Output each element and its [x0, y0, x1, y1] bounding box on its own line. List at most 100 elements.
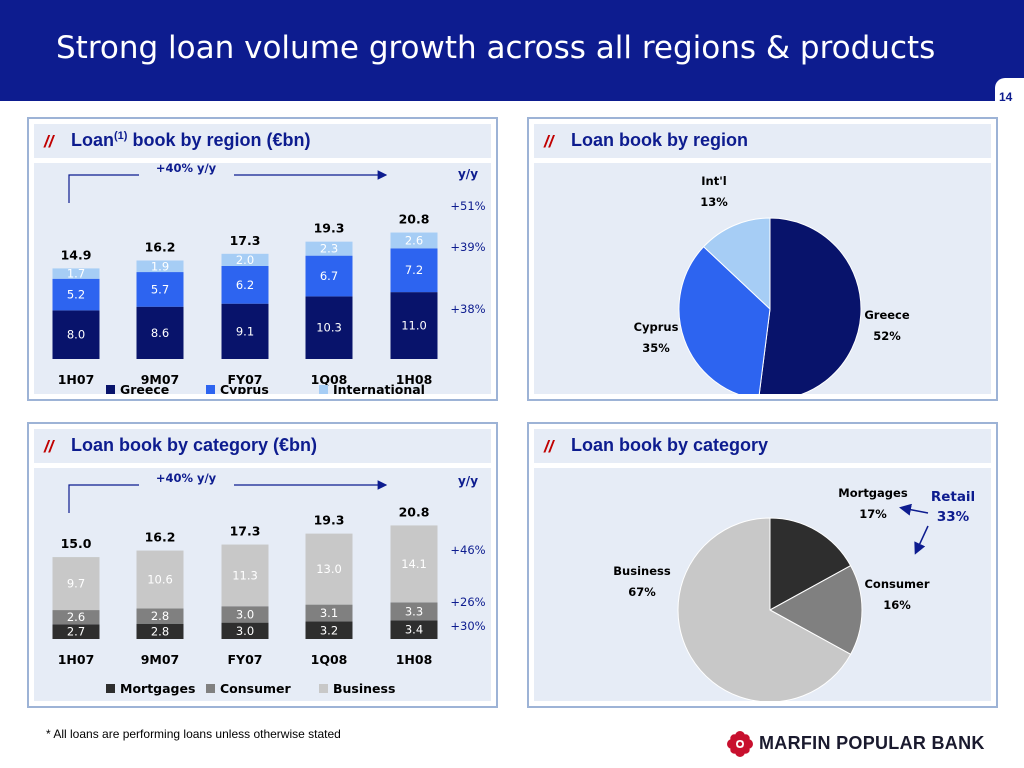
bar-segment-cyprus	[52, 278, 100, 311]
bar-value-label: 1.9	[151, 259, 169, 273]
growth-note: +40% y/y	[156, 163, 217, 175]
bar-segment-international	[390, 232, 438, 249]
page-number-tab: 14	[995, 78, 1024, 118]
bar-segment-mortgages	[221, 622, 269, 639]
pie-slice-name: Business	[613, 564, 671, 578]
page-number: 14	[999, 90, 1013, 104]
bar-segment-business	[52, 557, 100, 611]
bar-value-label: 10.6	[147, 572, 173, 586]
bar-total-label: 16.2	[145, 530, 176, 545]
panel-header: // Loan book by category	[534, 429, 991, 463]
pie-slice-business	[677, 517, 852, 703]
panel-header: // Loan book by region	[534, 124, 991, 158]
pie-slice-name: Cyprus	[634, 320, 679, 334]
retail-arrow-up	[899, 503, 929, 516]
yy-header: y/y	[458, 167, 478, 181]
legend-swatch	[319, 385, 328, 394]
region-pie-chart: Greece 52% Cyprus 35% Int'l 13%	[634, 174, 910, 401]
legend-swatch	[206, 684, 215, 693]
growth-note: +40% y/y	[156, 471, 217, 485]
panel-title: Loan book by region	[571, 130, 749, 150]
bar-value-label: 9.1	[236, 324, 254, 338]
bar-value-label: 2.6	[405, 233, 423, 247]
bar-segment-cyprus	[221, 265, 269, 304]
bar-value-label: 5.7	[151, 282, 169, 296]
bar-value-label: 11.0	[401, 319, 427, 333]
bar-value-label: 2.8	[151, 624, 169, 638]
x-tick-label: 1H07	[58, 652, 95, 667]
panel-slash: //	[44, 437, 54, 456]
bar-segment-cyprus	[390, 248, 438, 293]
panel-body: 8.0 5.2 1.7 14.9 1H07 8.6 5.7 1.9 16.2 9M07 9.1 6.2…	[34, 161, 491, 397]
yy-growth-label: +51%	[450, 199, 485, 213]
category-bar-chart: 2.72.6 9.7 15.0 1H07 2.82.8 10.6 16.2 9M07 3.0 3.…	[52, 471, 486, 696]
legend-label: Cyprus	[220, 382, 269, 394]
pie-slice-percent: 16%	[883, 598, 911, 612]
bar-value-label: 5.2	[67, 288, 85, 302]
pie-slice-percent: 13%	[700, 195, 728, 209]
bar-value-label: 8.6	[151, 326, 169, 340]
retail-annotation-label: Retail	[931, 489, 975, 505]
x-tick-label: 1H08	[396, 652, 433, 667]
region-bar-chart: 8.0 5.2 1.7 14.9 1H07 8.6 5.7 1.9 16.2 9M07 9.1 6.2…	[52, 161, 486, 397]
x-tick-label: FY07	[228, 372, 263, 387]
pie-slice-percent: 67%	[628, 585, 656, 599]
yy-growth-label: +46%	[450, 543, 485, 557]
bar-segment-cyprus	[305, 255, 353, 297]
bar-value-label: 8.0	[67, 328, 85, 342]
panel-loan-by-category-pie: // Loan book by category Mortgages 17% Con…	[527, 422, 998, 708]
bar-value-label: 13.0	[316, 562, 342, 576]
pie-slice-cyprus	[678, 245, 771, 400]
legend-swatch	[106, 684, 115, 693]
bar-segment-business	[390, 525, 438, 603]
bar-segment-consumer	[52, 610, 100, 625]
pie-slice-consumer	[768, 564, 863, 656]
pie-slice-greece	[758, 217, 862, 401]
legend-label: Business	[333, 681, 395, 696]
bar-value-label: 3.4	[405, 623, 423, 637]
panel-title: Loan book by category	[571, 435, 769, 455]
header-bar: Strong loan volume growth across all reg…	[0, 0, 1024, 101]
bar-segment-consumer	[136, 608, 184, 624]
pie-slice-mortgages	[769, 517, 852, 611]
bar-segment-greece	[221, 303, 269, 359]
x-tick-label: FY07	[228, 652, 263, 667]
pie-slice-name: Greece	[864, 308, 910, 322]
pie-slice-percent: 35%	[642, 341, 670, 355]
bar-segment-greece	[52, 310, 100, 359]
x-tick-label: 1Q08	[311, 372, 348, 387]
panel-title-rest: book by region (€bn)	[127, 130, 311, 150]
bar-segment-mortgages	[305, 621, 353, 639]
bar-total-label: 14.9	[61, 247, 92, 262]
pie-slice-intl	[702, 217, 771, 311]
bar-segment-greece	[305, 296, 353, 359]
bar-segment-business	[136, 550, 184, 609]
panel-title-text: Loan	[71, 130, 114, 150]
bar-value-label: 3.1	[320, 606, 338, 620]
panel-header: // Loan book by category (€bn)	[34, 429, 491, 463]
bar-total-label: 20.8	[399, 504, 430, 519]
panel-title-sup: (1)	[114, 130, 128, 142]
bar-total-label: 17.3	[230, 524, 261, 539]
legend-swatch	[206, 385, 215, 394]
bar-segment-international	[305, 241, 353, 256]
bar-value-label: 3.0	[236, 607, 254, 621]
pie-slice-percent: 17%	[859, 507, 887, 521]
legend-label: Greece	[120, 382, 169, 394]
bar-segment-business	[305, 533, 353, 605]
retail-arrow-down	[914, 525, 929, 555]
legend-label: International	[333, 382, 425, 394]
yy-growth-label: +38%	[450, 302, 485, 316]
yy-growth-label: +26%	[450, 595, 485, 609]
bar-segment-consumer	[221, 606, 269, 623]
yy-growth-label: +39%	[450, 240, 485, 254]
bar-value-label: 3.0	[236, 624, 254, 638]
legend-label: Mortgages	[120, 681, 195, 696]
category-pie-chart: Mortgages 17% Consumer 16% Business 67% Retail…	[613, 486, 975, 703]
bar-value-label: 6.7	[320, 269, 338, 283]
bar-total-label: 17.3	[230, 233, 261, 248]
logo-text: MARFIN POPULAR BANK	[759, 733, 985, 753]
x-tick-label: 1Q08	[311, 652, 348, 667]
bar-total-label: 16.2	[145, 240, 176, 255]
x-tick-label: 9M07	[141, 652, 180, 667]
